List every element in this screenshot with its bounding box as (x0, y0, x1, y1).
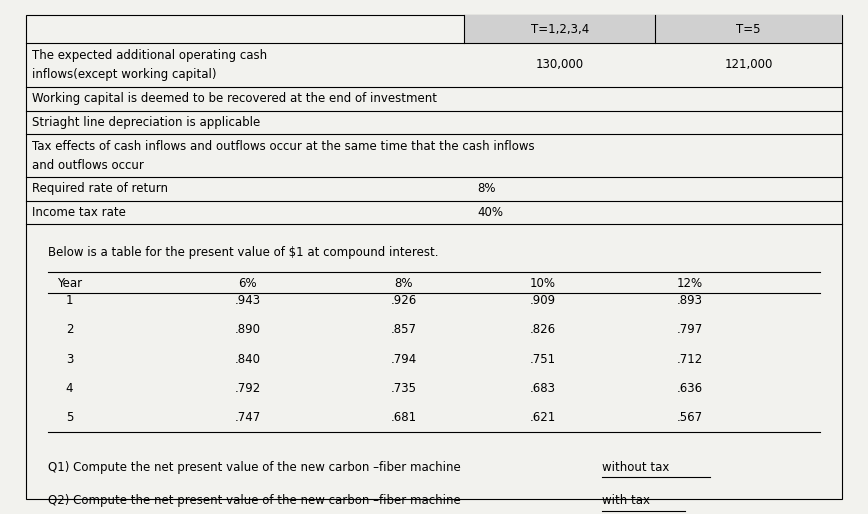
Text: .621: .621 (529, 411, 556, 424)
Text: Working capital is deemed to be recovered at the end of investment: Working capital is deemed to be recovere… (32, 93, 437, 105)
Text: .943: .943 (234, 294, 260, 307)
Text: .794: .794 (391, 353, 417, 365)
Text: Income tax rate: Income tax rate (32, 206, 126, 218)
Text: .826: .826 (529, 323, 556, 336)
Text: .893: .893 (677, 294, 703, 307)
Text: Year: Year (57, 277, 82, 289)
Text: 10%: 10% (529, 277, 556, 289)
Text: .712: .712 (677, 353, 703, 365)
Text: .681: .681 (391, 411, 417, 424)
Text: .857: .857 (391, 323, 417, 336)
Text: .797: .797 (677, 323, 703, 336)
Text: .636: .636 (677, 382, 703, 395)
Text: 8%: 8% (394, 277, 413, 289)
Text: without tax: without tax (602, 461, 669, 473)
Text: 1: 1 (66, 294, 73, 307)
Text: T=1,2,3,4: T=1,2,3,4 (530, 23, 589, 35)
Text: .792: .792 (234, 382, 260, 395)
Text: 130,000: 130,000 (536, 59, 584, 71)
Text: .840: .840 (234, 353, 260, 365)
Text: 6%: 6% (238, 277, 257, 289)
Text: Q2) Compute the net present value of the new carbon –fiber machine: Q2) Compute the net present value of the… (48, 494, 464, 507)
Text: .926: .926 (391, 294, 417, 307)
Text: 3: 3 (66, 353, 73, 365)
Text: 12%: 12% (677, 277, 703, 289)
Text: .683: .683 (529, 382, 556, 395)
Text: .909: .909 (529, 294, 556, 307)
Text: with tax: with tax (602, 494, 649, 507)
Text: 5: 5 (66, 411, 73, 424)
Text: .751: .751 (529, 353, 556, 365)
Text: 121,000: 121,000 (725, 59, 773, 71)
Text: 8%: 8% (477, 182, 496, 195)
Text: The expected additional operating cash
inflows(except working capital): The expected additional operating cash i… (32, 49, 267, 81)
Text: 40%: 40% (477, 206, 503, 218)
Text: Striaght line depreciation is applicable: Striaght line depreciation is applicable (32, 116, 260, 129)
Text: .735: .735 (391, 382, 417, 395)
Text: .890: .890 (234, 323, 260, 336)
Text: Tax effects of cash inflows and outflows occur at the same time that the cash in: Tax effects of cash inflows and outflows… (32, 140, 535, 172)
Text: 2: 2 (66, 323, 73, 336)
Text: Q1) Compute the net present value of the new carbon –fiber machine: Q1) Compute the net present value of the… (48, 461, 464, 473)
Text: Required rate of return: Required rate of return (32, 182, 168, 195)
Text: .567: .567 (677, 411, 703, 424)
Text: Below is a table for the present value of $1 at compound interest.: Below is a table for the present value o… (48, 246, 438, 259)
Text: 4: 4 (66, 382, 73, 395)
Text: T=5: T=5 (736, 23, 761, 35)
Text: .747: .747 (234, 411, 260, 424)
